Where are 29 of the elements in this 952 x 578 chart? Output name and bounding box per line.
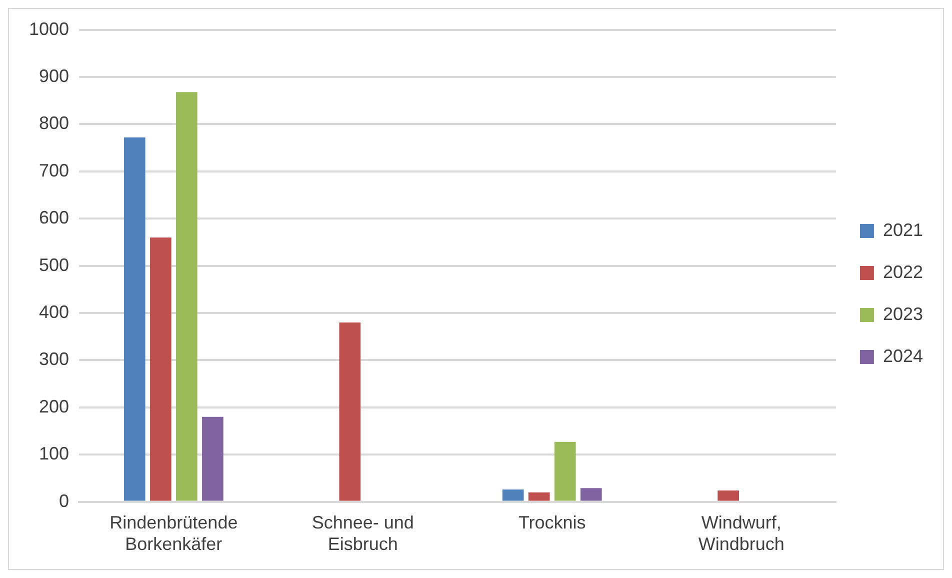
bar [580,488,602,501]
legend-label: 2023 [882,304,924,324]
y-tick-label: 500 [38,254,70,275]
x-tick-label: Schnee- und Eisbruch [312,512,414,554]
bar [718,490,739,501]
y-tick-label: 800 [38,113,70,134]
bar [502,490,524,501]
legend-label: 2024 [882,346,924,366]
y-tick-label: 200 [38,396,70,416]
bar [124,137,146,501]
bar [176,92,198,501]
x-tick-label: Rindenbrütende Borkenkäfer [110,512,238,554]
x-tick-label: Windwurf, Windbruch [698,512,784,554]
legend-label: 2021 [882,220,924,240]
bar [202,416,224,501]
y-tick-label: 1000 [28,18,70,39]
bar [150,237,172,501]
bar [528,492,550,501]
y-tick-label: 100 [38,444,70,464]
y-tick-label: 0 [59,490,70,511]
x-tick-label: Trocknis [518,512,586,533]
y-tick-label: 600 [38,208,70,228]
y-tick-label: 900 [38,66,70,86]
y-tick-label: 300 [38,349,70,370]
y-tick-label: 400 [38,302,70,322]
legend-label: 2022 [882,262,924,282]
y-tick-label: 700 [38,160,70,180]
bar [554,442,576,501]
bar [339,322,361,501]
